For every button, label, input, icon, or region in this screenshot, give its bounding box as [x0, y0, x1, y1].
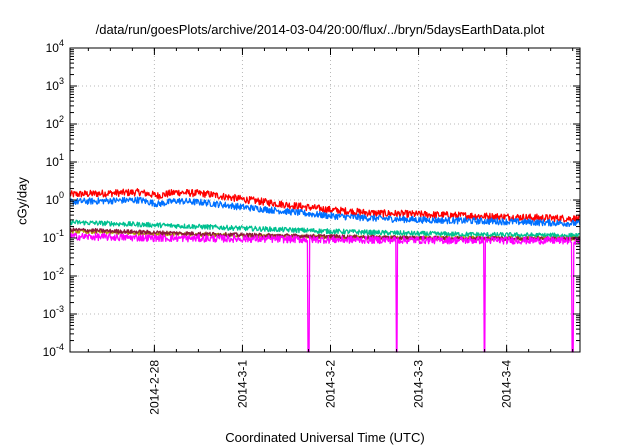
series-line-1 — [69, 188, 581, 223]
y-tick-label: 10-3 — [43, 304, 64, 321]
y-tick-label: 103 — [46, 76, 64, 93]
x-tick-label: 2014-2-28 — [147, 360, 161, 415]
y-tick-label: 102 — [46, 114, 64, 131]
y-tick-label: 10-4 — [43, 342, 64, 359]
y-tick-label: 104 — [46, 38, 64, 55]
tick-layer: 10-4 10-3 10-2 10-1 100 101 102 103 104 2014-2-28… — [43, 38, 580, 415]
chart-title: /data/run/goesPlots/archive/2014-03-04/2… — [95, 22, 545, 37]
x-axis-label: Coordinated Universal Time (UTC) — [225, 430, 425, 445]
grid — [70, 48, 580, 352]
series-line-6 — [69, 232, 581, 353]
y-tick-label: 101 — [46, 152, 64, 169]
y-tick-label: 10-1 — [43, 228, 64, 245]
series-line-3 — [69, 219, 581, 239]
x-tick-label: 2014-3-2 — [324, 360, 338, 408]
x-tick-label: 2014-3-4 — [500, 360, 514, 408]
x-tick-label: 2014-3-1 — [235, 360, 249, 408]
series-layer — [69, 188, 581, 353]
y-tick-label: 10-2 — [43, 266, 64, 283]
y-axis-label: cGy/day — [14, 177, 30, 225]
x-tick-label: 2014-3-3 — [412, 360, 426, 408]
series-line-2 — [69, 196, 581, 228]
series-line-5 — [69, 227, 581, 242]
y-tick-label: 100 — [46, 190, 64, 207]
